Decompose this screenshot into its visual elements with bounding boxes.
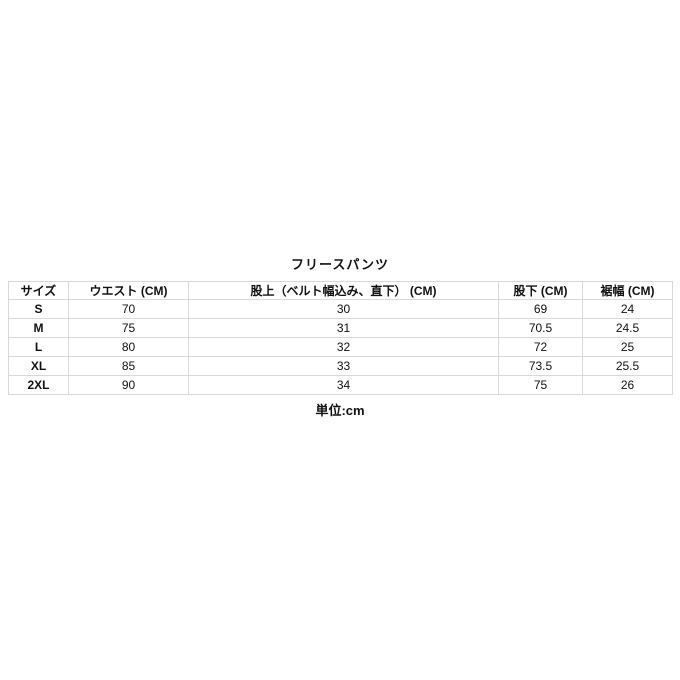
cell-hem: 24 (582, 299, 673, 319)
size-chart-table: サイズ ウエスト (CM) 股上（ベルト幅込み、直下） (CM) 股下 (CM)… (8, 281, 673, 395)
table-row: L 80 32 72 25 (8, 337, 673, 357)
cell-hem: 25 (582, 337, 673, 357)
cell-waist: 85 (68, 356, 189, 376)
cell-inseam: 69 (498, 299, 583, 319)
table-row: 2XL 90 34 75 26 (8, 375, 673, 395)
table-row: S 70 30 69 24 (8, 299, 673, 319)
table-row: M 75 31 70.5 24.5 (8, 318, 673, 338)
cell-hem: 24.5 (582, 318, 673, 338)
unit-note: 単位:cm (315, 403, 365, 418)
cell-hem: 25.5 (582, 356, 673, 376)
cell-waist: 75 (68, 318, 189, 338)
cell-rise: 32 (188, 337, 499, 357)
cell-size: 2XL (8, 375, 69, 395)
cell-size: XL (8, 356, 69, 376)
column-header-rise: 股上（ベルト幅込み、直下） (CM) (188, 281, 499, 300)
cell-waist: 90 (68, 375, 189, 395)
cell-inseam: 70.5 (498, 318, 583, 338)
table-row: XL 85 33 73.5 25.5 (8, 356, 673, 376)
cell-waist: 70 (68, 299, 189, 319)
cell-inseam: 73.5 (498, 356, 583, 376)
cell-size: M (8, 318, 69, 338)
cell-size: L (8, 337, 69, 357)
table-header-row: サイズ ウエスト (CM) 股上（ベルト幅込み、直下） (CM) 股下 (CM)… (8, 281, 673, 300)
cell-inseam: 75 (498, 375, 583, 395)
cell-inseam: 72 (498, 337, 583, 357)
cell-rise: 31 (188, 318, 499, 338)
cell-rise: 33 (188, 356, 499, 376)
column-header-hem: 裾幅 (CM) (582, 281, 673, 300)
cell-rise: 34 (188, 375, 499, 395)
cell-size: S (8, 299, 69, 319)
cell-waist: 80 (68, 337, 189, 357)
column-header-waist: ウエスト (CM) (68, 281, 189, 300)
column-header-size: サイズ (8, 281, 69, 300)
size-chart-title: フリースパンツ (290, 257, 389, 272)
column-header-inseam: 股下 (CM) (498, 281, 583, 300)
cell-hem: 26 (582, 375, 673, 395)
cell-rise: 30 (188, 299, 499, 319)
